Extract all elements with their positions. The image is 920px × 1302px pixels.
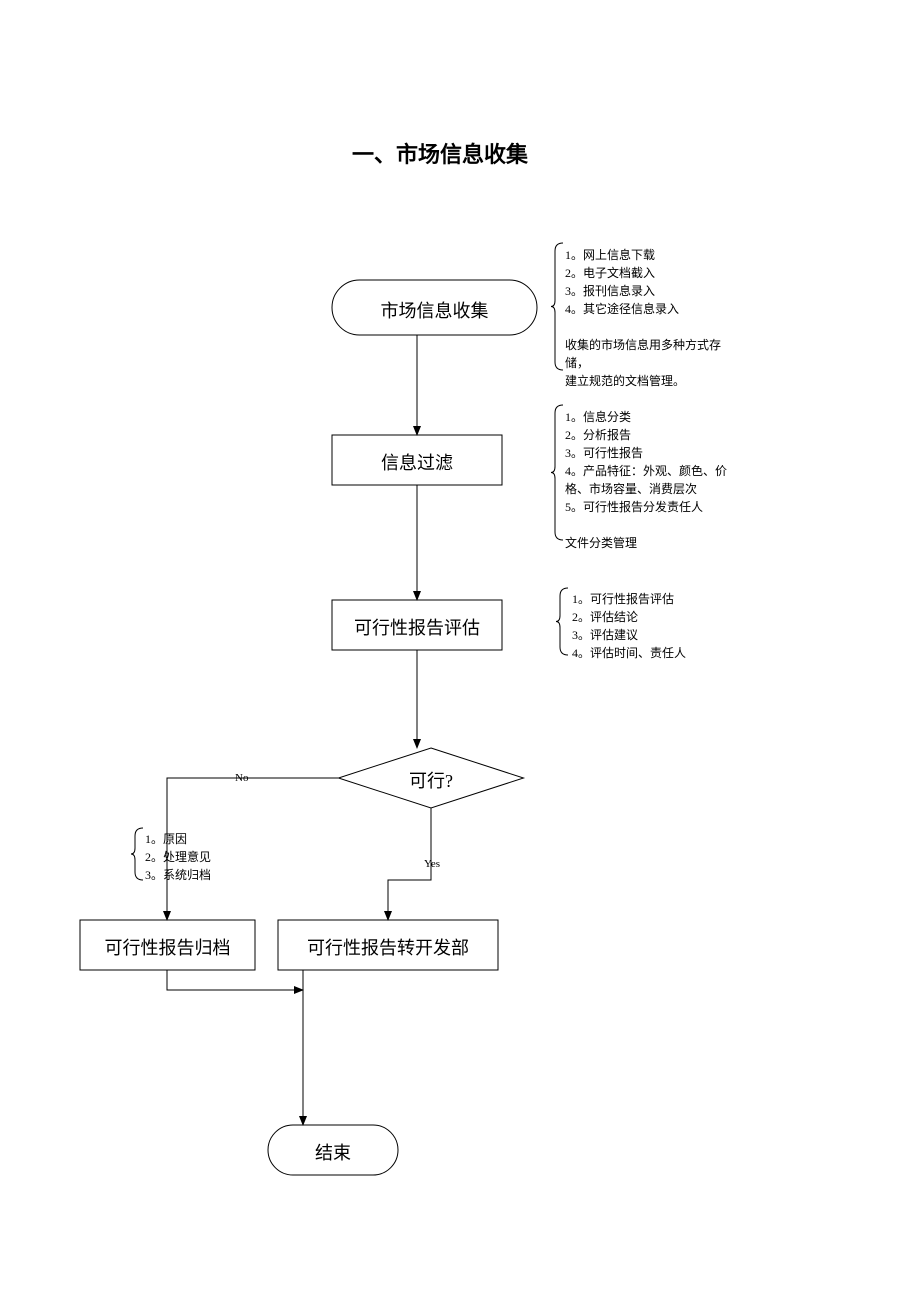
node-archive: 可行性报告归档 — [80, 934, 255, 960]
node-start: 市场信息收集 — [332, 297, 537, 323]
annotation-a2: 1。信息分类 2。分析报告 3。可行性报告 4。产品特征：外观、颜色、价 格、市… — [565, 408, 727, 552]
node-transfer: 可行性报告转开发部 — [278, 934, 498, 960]
node-filter: 信息过滤 — [332, 449, 502, 475]
node-end: 结束 — [268, 1139, 398, 1165]
annotation-a3: 1。可行性报告评估 2。评估结论 3。评估建议 4。评估时间、责任人 — [572, 590, 686, 662]
annotation-a4: 1。原因 2。处理意见 3。系统归档 — [145, 830, 211, 884]
flowchart-svg — [0, 0, 920, 1302]
node-evaluate: 可行性报告评估 — [332, 614, 502, 640]
annotation-a1: 1。网上信息下载 2。电子文档截入 3。报刊信息录入 4。其它途径信息录入 收集… — [565, 246, 721, 390]
node-decision: 可行? — [339, 767, 524, 793]
edge-label-no: No — [235, 772, 248, 784]
edge-label-yes: Yes — [424, 858, 440, 870]
page-title: 一、市场信息收集 — [352, 137, 528, 169]
